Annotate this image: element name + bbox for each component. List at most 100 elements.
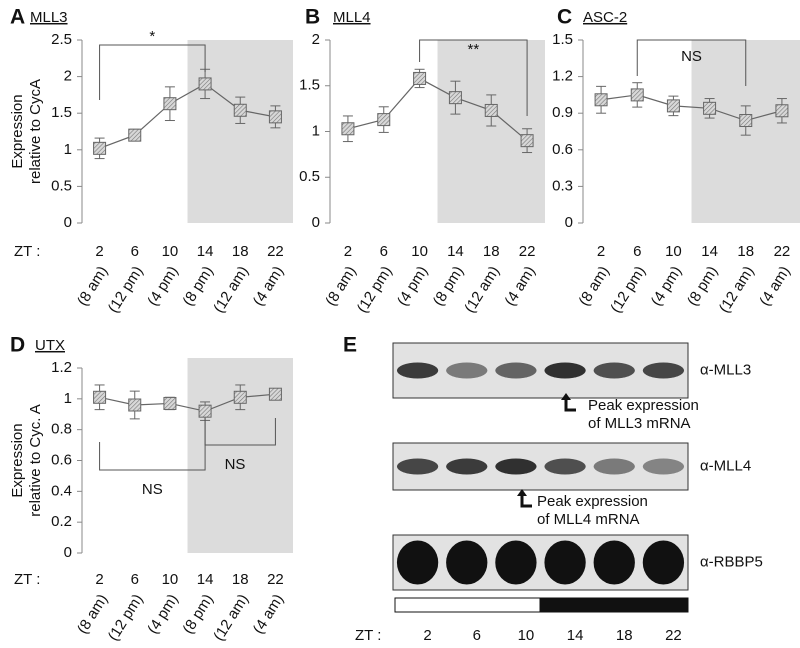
x-tick-label: 14 [701, 243, 718, 260]
panel-title: ASC-2 [583, 9, 627, 26]
significance-bracket [636, 39, 747, 86]
panel-letter: D [10, 334, 25, 357]
blot-band [593, 362, 635, 379]
antibody-label: α-RBBP5 [700, 553, 763, 570]
zt-value: 14 [567, 627, 584, 644]
marker [233, 103, 247, 117]
y-tick-label: 1 [64, 390, 72, 407]
night-shading [437, 40, 545, 223]
x-tick-label: 2 [95, 571, 103, 588]
time-label: (4 am) [250, 591, 287, 637]
y-tick-label: 0 [565, 214, 573, 231]
y-tick-label: 0.6 [552, 141, 573, 158]
x-tick-label: 18 [232, 571, 249, 588]
marker [666, 99, 680, 113]
x-tick-label: 14 [447, 243, 464, 260]
marker [448, 91, 462, 105]
x-tick-label: 22 [267, 243, 284, 260]
marker [268, 110, 282, 124]
blot-band [495, 540, 537, 585]
time-label: (8 pm) [684, 263, 721, 309]
panel-letter: A [10, 6, 25, 29]
panel-letter: C [557, 6, 572, 29]
x-tick-label: 10 [162, 243, 179, 260]
significance-label: ** [467, 41, 479, 58]
marker [163, 97, 177, 111]
time-label: (8 am) [575, 263, 612, 309]
marker [93, 390, 107, 404]
blot-band [642, 458, 685, 475]
peak-note: of MLL3 mRNA [588, 415, 691, 432]
significance-label: NS [225, 456, 246, 473]
peak-arrow-head [517, 489, 527, 496]
time-label: (12 pm) [354, 263, 396, 316]
y-tick-label: 2.5 [51, 31, 72, 48]
significance-bracket [99, 44, 206, 100]
y-tick-label: 0.9 [552, 104, 573, 121]
x-tick-label: 10 [665, 243, 682, 260]
zt-label: ZT : [355, 627, 381, 644]
panel-letter: E [343, 334, 357, 357]
zt-label: ZT : [14, 243, 40, 260]
time-label: (4 am) [501, 263, 538, 309]
x-tick-label: 10 [411, 243, 428, 260]
blot-band [396, 362, 439, 379]
x-tick-label: 2 [597, 243, 605, 260]
zt-value: 6 [473, 627, 481, 644]
blot-band [593, 540, 635, 585]
marker [93, 141, 107, 155]
significance-label: NS [681, 48, 702, 65]
x-tick-label: 18 [232, 243, 249, 260]
time-label: (12 am) [210, 591, 252, 644]
blot-panel [392, 534, 689, 591]
x-tick-label: 22 [774, 243, 791, 260]
blot-band [642, 362, 685, 379]
time-label: (8 pm) [179, 591, 216, 637]
x-tick-label: 6 [131, 571, 139, 588]
y-tick-label: 0 [64, 214, 72, 231]
y-axis-label: Expression [9, 94, 26, 168]
blot-band [446, 458, 488, 475]
x-tick-label: 2 [344, 243, 352, 260]
x-tick-label: 10 [162, 571, 179, 588]
y-tick-label: 0.3 [552, 177, 573, 194]
marker [198, 404, 212, 418]
y-tick-label: 1.2 [51, 359, 72, 376]
blot-panel [392, 442, 689, 491]
panel-letter: B [305, 6, 320, 29]
significance-label: * [149, 28, 155, 45]
time-label: (4 am) [250, 263, 287, 309]
time-label: (8 am) [74, 591, 111, 637]
x-tick-label: 14 [197, 243, 214, 260]
dark-phase [539, 597, 689, 613]
time-label: (8 am) [74, 263, 111, 309]
peak-arrow [564, 398, 576, 412]
time-label: (4 am) [756, 263, 793, 309]
zt-value: 2 [423, 627, 431, 644]
night-shading [187, 40, 293, 223]
y-tick-label: 1.2 [552, 68, 573, 85]
blot-band [495, 458, 537, 475]
marker [630, 88, 644, 102]
zt-value: 10 [518, 627, 535, 644]
x-tick-label: 6 [380, 243, 388, 260]
marker [594, 93, 608, 107]
peak-note: of MLL4 mRNA [537, 511, 640, 528]
y-axis-label: relative to Cyc. A [27, 404, 44, 517]
marker [341, 122, 355, 136]
blot-band [446, 540, 488, 585]
x-tick-label: 18 [483, 243, 500, 260]
time-label: (4 pm) [144, 591, 181, 637]
blot-band [396, 458, 439, 475]
time-label: (4 pm) [144, 263, 181, 309]
y-axis-label: relative to CycA [27, 79, 44, 184]
marker [775, 104, 789, 118]
marker [413, 71, 427, 85]
x-tick-label: 6 [633, 243, 641, 260]
marker [520, 134, 534, 148]
blot-band [446, 362, 488, 379]
x-tick-label: 22 [267, 571, 284, 588]
marker [377, 113, 391, 127]
peak-arrow-head [561, 393, 571, 400]
